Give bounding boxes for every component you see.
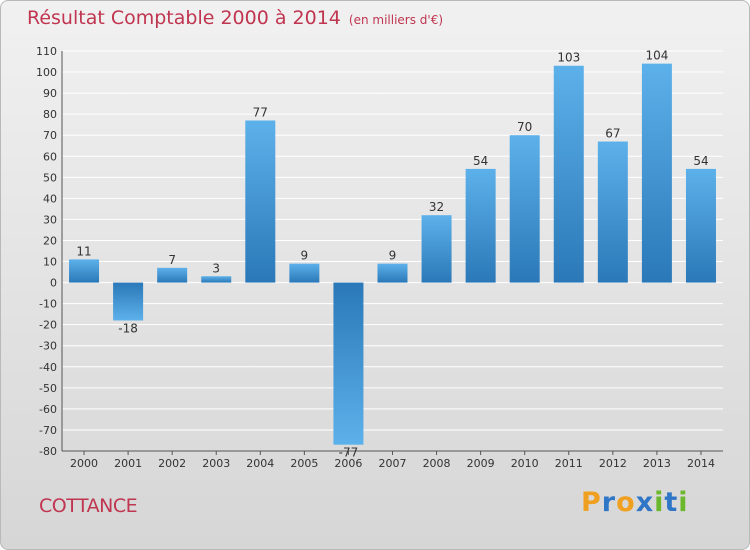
logo-letter: o [616, 487, 636, 518]
y-tick-label: 90 [43, 87, 57, 100]
x-tick-label: 2010 [511, 457, 539, 470]
x-tick-label: 2008 [423, 457, 451, 470]
bar-2006 [333, 282, 364, 445]
y-tick-label: -50 [39, 382, 57, 395]
bar-2012 [597, 141, 628, 283]
value-label: 9 [301, 249, 309, 263]
bar-2001 [113, 282, 144, 321]
x-tick-label: 2001 [114, 457, 142, 470]
x-tick-label: 2013 [643, 457, 671, 470]
value-label: -18 [118, 321, 138, 335]
bar-2009 [465, 168, 496, 283]
x-tick-label: 2014 [687, 457, 715, 470]
y-tick-label: -20 [39, 319, 57, 332]
y-tick-label: 10 [43, 256, 57, 269]
bar-2000 [69, 259, 100, 283]
x-tick-label: 2004 [246, 457, 274, 470]
logo-letter: t [664, 487, 679, 518]
y-tick-label: 50 [43, 171, 57, 184]
chart-title: Résultat Comptable 2000 à 2014 [27, 7, 341, 29]
bar-2004 [245, 120, 276, 283]
bar-2010 [509, 135, 540, 283]
value-label: 7 [168, 253, 176, 267]
x-tick-label: 2012 [599, 457, 627, 470]
x-tick-label: 2007 [379, 457, 407, 470]
bar-2013 [641, 63, 672, 283]
bar-2005 [289, 263, 320, 283]
y-tick-label: -70 [39, 424, 57, 437]
logo-letter: i [654, 487, 665, 518]
value-label: 77 [253, 105, 268, 119]
bar-2003 [201, 276, 232, 283]
y-tick-label: 80 [43, 108, 57, 121]
x-tick-label: 2000 [70, 457, 98, 470]
y-tick-label: 20 [43, 234, 57, 247]
logo-letter: i [678, 487, 689, 518]
value-label: 70 [517, 120, 532, 134]
y-tick-label: 70 [43, 129, 57, 142]
proxiti-logo: Proxiti [581, 487, 689, 518]
bar-2008 [421, 215, 452, 283]
commune-name: COTTANCE [39, 495, 138, 517]
y-tick-label: -40 [39, 361, 57, 374]
y-tick-label: 30 [43, 213, 57, 226]
value-label: 54 [473, 154, 488, 168]
y-tick-label: -80 [39, 445, 57, 458]
y-tick-label: -10 [39, 298, 57, 311]
y-tick-label: -30 [39, 340, 57, 353]
value-label: 9 [389, 249, 397, 263]
value-label: 103 [557, 51, 580, 65]
x-tick-label: 2006 [334, 457, 362, 470]
chart-title-block: Résultat Comptable 2000 à 2014 (en millie… [27, 7, 443, 29]
value-label: 32 [429, 200, 444, 214]
bar-2011 [553, 65, 584, 283]
y-tick-label: -60 [39, 403, 57, 416]
x-tick-label: 2011 [555, 457, 583, 470]
value-label: 104 [645, 49, 668, 63]
value-label: 54 [693, 154, 708, 168]
y-tick-label: 110 [36, 45, 57, 58]
y-tick-label: 0 [50, 277, 57, 290]
x-tick-label: 2003 [202, 457, 230, 470]
y-tick-label: 60 [43, 150, 57, 163]
bar-2007 [377, 263, 408, 283]
x-tick-label: 2005 [290, 457, 318, 470]
x-tick-label: 2002 [158, 457, 186, 470]
x-tick-label: 2009 [467, 457, 495, 470]
y-tick-label: 40 [43, 192, 57, 205]
value-label: 11 [76, 244, 91, 258]
logo-letter: P [581, 487, 602, 518]
value-label: 67 [605, 127, 620, 141]
logo-letter: r [601, 487, 617, 518]
bar-2014 [685, 168, 716, 283]
logo-letter: x [635, 487, 655, 518]
y-tick-label: 100 [36, 66, 57, 79]
bar-2002 [157, 267, 188, 283]
chart-subtitle: (en milliers d'€) [348, 13, 444, 27]
value-label: 3 [212, 261, 220, 275]
